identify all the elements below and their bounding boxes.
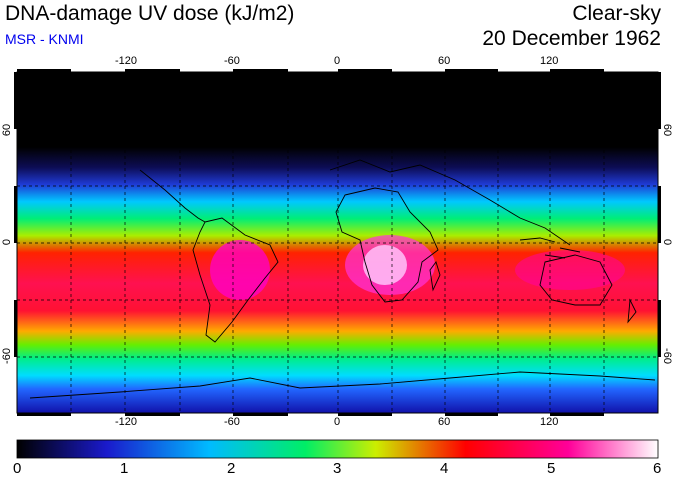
colorbar-label: 4: [440, 460, 449, 477]
lon-tick-top: -60: [224, 55, 240, 67]
frame-bands: [14, 69, 661, 416]
lat-tick-left: 60: [1, 123, 14, 137]
lon-tick-bottom: -120: [115, 416, 138, 428]
colorbar-label: 3: [333, 460, 342, 477]
lon-tick-bottom: 60: [438, 416, 451, 428]
lat-tick-right: -60: [660, 348, 673, 364]
lon-tick-top: -120: [115, 55, 138, 67]
coastlines: [29, 159, 656, 399]
lon-tick-bottom: 120: [540, 416, 559, 428]
lon-tick-bottom: -60: [224, 416, 240, 428]
africa-uv-peak: [363, 245, 407, 285]
lat-tick-left: 0: [1, 238, 14, 246]
uv-dose-field: [17, 72, 658, 413]
date-label: 20 December 1962: [482, 27, 661, 50]
colorbar-label: 2: [227, 460, 236, 477]
source-label: MSR - KNMI: [5, 31, 84, 47]
map-title: DNA-damage UV dose (kJ/m2): [5, 2, 295, 25]
lon-tick-top: 120: [540, 55, 559, 67]
sky-condition-label: Clear-sky: [572, 2, 661, 25]
south-america-uv-hotspot: [210, 240, 270, 300]
colorbar: [16, 439, 659, 459]
colorbar-label: 5: [547, 460, 556, 477]
lon-tick-top: 60: [438, 55, 451, 67]
colorbar-label: 1: [120, 460, 129, 477]
australia-uv-hotspot: [515, 250, 625, 290]
lon-tick-top: 0: [334, 55, 341, 67]
colorbar-label: 0: [13, 460, 22, 477]
graticule: [17, 72, 658, 413]
lat-tick-right: 0: [661, 238, 674, 246]
colorbar-label: 6: [653, 460, 662, 477]
lat-tick-right: 60: [661, 123, 674, 137]
lon-tick-bottom: 0: [334, 416, 341, 428]
lat-tick-left: -60: [0, 348, 13, 364]
